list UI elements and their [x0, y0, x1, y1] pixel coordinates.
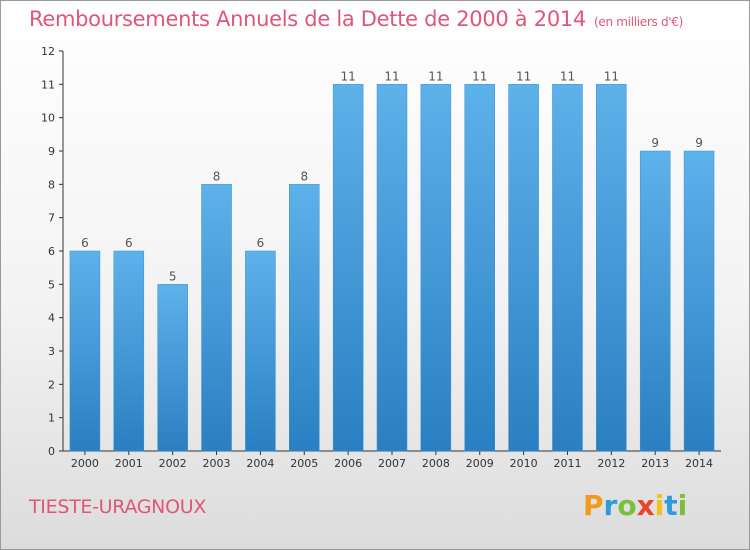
logo-letter: t	[664, 489, 678, 522]
x-tick-label: 2003	[203, 457, 231, 470]
y-tick-label: 12	[41, 45, 55, 58]
bar	[508, 84, 539, 452]
y-tick-label: 8	[48, 178, 55, 191]
y-tick-label: 4	[48, 312, 55, 325]
bar	[245, 250, 276, 452]
bar	[289, 184, 320, 452]
logo-letter: i	[654, 489, 665, 522]
logo-letter: P	[583, 489, 604, 522]
bar-value-label: 11	[560, 69, 575, 83]
y-tick-label: 5	[48, 278, 55, 291]
x-tick-label: 2005	[290, 457, 318, 470]
bar-value-label: 11	[428, 69, 443, 83]
logo-letter: x	[636, 489, 655, 522]
y-tick-label: 6	[48, 245, 55, 258]
x-tick-label: 2004	[246, 457, 274, 470]
bar-value-label: 6	[81, 236, 89, 250]
bar-value-label: 8	[300, 169, 308, 183]
x-tick-label: 2008	[422, 457, 450, 470]
bar	[332, 84, 364, 452]
y-tick-label: 1	[48, 412, 55, 425]
x-tick-label: 2014	[685, 457, 713, 470]
x-tick-label: 2002	[159, 457, 187, 470]
bar	[596, 84, 627, 452]
bar-value-label: 6	[257, 236, 265, 250]
bar	[464, 84, 495, 452]
bar	[113, 250, 145, 452]
x-tick-label: 2007	[378, 457, 406, 470]
bar-value-label: 5	[169, 269, 177, 283]
x-tick-label: 2011	[553, 457, 581, 470]
x-tick-label: 2001	[115, 457, 143, 470]
chart-title: Remboursements Annuels de la Dette de 20…	[29, 7, 683, 31]
bar	[420, 84, 452, 452]
logo-letter: o	[617, 489, 637, 522]
x-tick-label: 2013	[641, 457, 669, 470]
y-tick-label: 0	[48, 445, 55, 458]
logo-letter: r	[603, 489, 618, 522]
bar	[376, 84, 408, 452]
y-tick-label: 9	[48, 145, 55, 158]
x-tick-label: 2012	[597, 457, 625, 470]
title-unit: (en milliers d'€)	[594, 15, 684, 29]
bar-value-label: 9	[651, 136, 659, 150]
bar-value-label: 8	[213, 169, 221, 183]
x-tick-label: 2009	[466, 457, 494, 470]
bar-value-label: 6	[125, 236, 133, 250]
x-tick-label: 2006	[334, 457, 362, 470]
bar-value-label: 11	[472, 69, 487, 83]
commune-name: TIESTE-URAGNOUX	[29, 496, 207, 518]
bar	[201, 184, 232, 452]
bar	[552, 84, 583, 452]
y-tick-label: 3	[48, 345, 55, 358]
bar-value-label: 11	[516, 69, 531, 83]
bar	[157, 284, 188, 452]
x-tick-label: 2010	[510, 457, 538, 470]
title-text: Remboursements Annuels de la Dette de 20…	[29, 7, 586, 31]
proxiti-logo: Proxiti	[583, 489, 687, 522]
y-tick-label: 10	[41, 112, 55, 125]
x-tick-label: 2000	[71, 457, 99, 470]
y-tick-label: 11	[41, 78, 55, 91]
logo-letter: i	[677, 489, 688, 522]
bar-value-label: 11	[340, 69, 355, 83]
bar	[639, 150, 671, 452]
bar-value-label: 11	[384, 69, 399, 83]
y-tick-label: 7	[48, 212, 55, 225]
bar-value-label: 11	[604, 69, 619, 83]
bar-value-label: 9	[695, 136, 703, 150]
bar	[69, 250, 101, 452]
bar	[683, 150, 715, 452]
y-tick-label: 2	[48, 378, 55, 391]
